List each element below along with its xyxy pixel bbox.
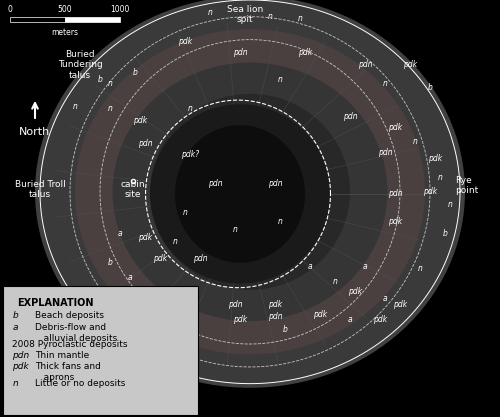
Text: pdk: pdk <box>428 154 442 163</box>
FancyBboxPatch shape <box>2 286 198 415</box>
Text: n: n <box>332 277 338 286</box>
Text: pdk: pdk <box>373 314 387 324</box>
Text: pdn: pdn <box>12 351 30 360</box>
Text: EXPLANATION: EXPLANATION <box>18 298 94 308</box>
Text: b: b <box>108 258 112 267</box>
Ellipse shape <box>175 125 305 263</box>
Text: cabin
site: cabin site <box>120 180 145 199</box>
Text: n: n <box>418 264 422 274</box>
Text: 0: 0 <box>8 5 12 14</box>
Text: North: North <box>20 127 50 137</box>
Text: n: n <box>448 200 452 209</box>
Text: pdn: pdn <box>342 112 357 121</box>
Text: 2008 Pyroclastic deposits: 2008 Pyroclastic deposits <box>12 340 128 349</box>
Text: b: b <box>282 325 288 334</box>
Text: n: n <box>108 79 112 88</box>
Text: pdk: pdk <box>388 216 402 226</box>
Text: pdk: pdk <box>178 37 192 46</box>
Text: pdk: pdk <box>133 116 147 126</box>
Text: a: a <box>362 262 368 271</box>
Text: a: a <box>118 229 122 238</box>
Text: n: n <box>188 104 192 113</box>
Text: n: n <box>182 208 188 217</box>
Text: b: b <box>12 311 18 321</box>
Text: n: n <box>278 75 282 84</box>
Text: n: n <box>12 379 18 388</box>
Ellipse shape <box>112 63 388 321</box>
Text: pdk: pdk <box>348 287 362 296</box>
Text: a: a <box>12 323 18 332</box>
Text: n: n <box>382 79 388 88</box>
Text: b: b <box>132 68 138 78</box>
Ellipse shape <box>150 104 330 284</box>
FancyBboxPatch shape <box>65 17 120 22</box>
Ellipse shape <box>40 0 460 384</box>
Text: pdn: pdn <box>232 48 248 57</box>
Text: n: n <box>178 314 182 324</box>
Ellipse shape <box>35 0 465 388</box>
Text: n: n <box>172 289 178 299</box>
Text: Thick fans and
   aprons: Thick fans and aprons <box>35 362 101 382</box>
Text: n: n <box>412 137 418 146</box>
FancyBboxPatch shape <box>10 17 65 22</box>
Text: n: n <box>232 225 237 234</box>
Ellipse shape <box>150 94 350 290</box>
Text: Debris-flow and
   alluvial deposits: Debris-flow and alluvial deposits <box>35 323 117 343</box>
Text: pdk: pdk <box>298 48 312 57</box>
Text: pdk: pdk <box>403 60 417 69</box>
Text: Buried Troll
talus: Buried Troll talus <box>14 180 66 199</box>
Text: n: n <box>278 216 282 226</box>
Text: pdk?: pdk? <box>181 150 199 159</box>
Text: Buried
Tundering
talus: Buried Tundering talus <box>58 50 102 80</box>
Text: Little or no deposits: Little or no deposits <box>35 379 126 388</box>
Text: n: n <box>438 173 442 182</box>
Text: pdn: pdn <box>228 300 242 309</box>
Text: pdk: pdk <box>313 310 327 319</box>
Text: n: n <box>72 102 78 111</box>
Text: b: b <box>442 229 448 238</box>
Text: n: n <box>268 12 272 21</box>
Text: pdn: pdn <box>208 179 222 188</box>
Text: pdk: pdk <box>233 314 247 324</box>
Text: a: a <box>348 314 352 324</box>
Text: pdn: pdn <box>268 179 282 188</box>
Text: Sea lion
spit: Sea lion spit <box>227 5 263 24</box>
Text: pdn: pdn <box>358 60 372 69</box>
Text: a: a <box>128 273 132 282</box>
Text: pdk: pdk <box>393 300 407 309</box>
Ellipse shape <box>75 29 425 354</box>
Text: n: n <box>172 237 178 246</box>
Text: pdk: pdk <box>12 362 29 372</box>
Text: pdk: pdk <box>423 187 437 196</box>
Text: pdk: pdk <box>153 254 167 263</box>
Text: n: n <box>298 14 302 23</box>
Text: Shag
rock: Shag rock <box>138 334 162 354</box>
Text: n: n <box>108 104 112 113</box>
Text: pdk: pdk <box>388 123 402 132</box>
Text: pdn: pdn <box>138 139 152 148</box>
Text: a: a <box>308 262 312 271</box>
Text: pdk: pdk <box>268 300 282 309</box>
Text: pdn: pdn <box>192 254 208 263</box>
Text: Rye
point: Rye point <box>455 176 478 195</box>
Text: 500: 500 <box>58 5 72 14</box>
Text: pdk: pdk <box>138 233 152 242</box>
Text: n: n <box>208 8 212 17</box>
Text: b: b <box>98 75 102 84</box>
Text: pdn: pdn <box>378 148 392 157</box>
Text: a: a <box>382 294 388 303</box>
Text: Beach deposits: Beach deposits <box>35 311 104 321</box>
Text: pdn: pdn <box>388 189 402 198</box>
Text: pdn: pdn <box>268 312 282 322</box>
Text: Thin mantle: Thin mantle <box>35 351 89 360</box>
Text: b: b <box>428 83 432 92</box>
Text: meters: meters <box>52 28 78 37</box>
Text: 1000: 1000 <box>110 5 130 14</box>
